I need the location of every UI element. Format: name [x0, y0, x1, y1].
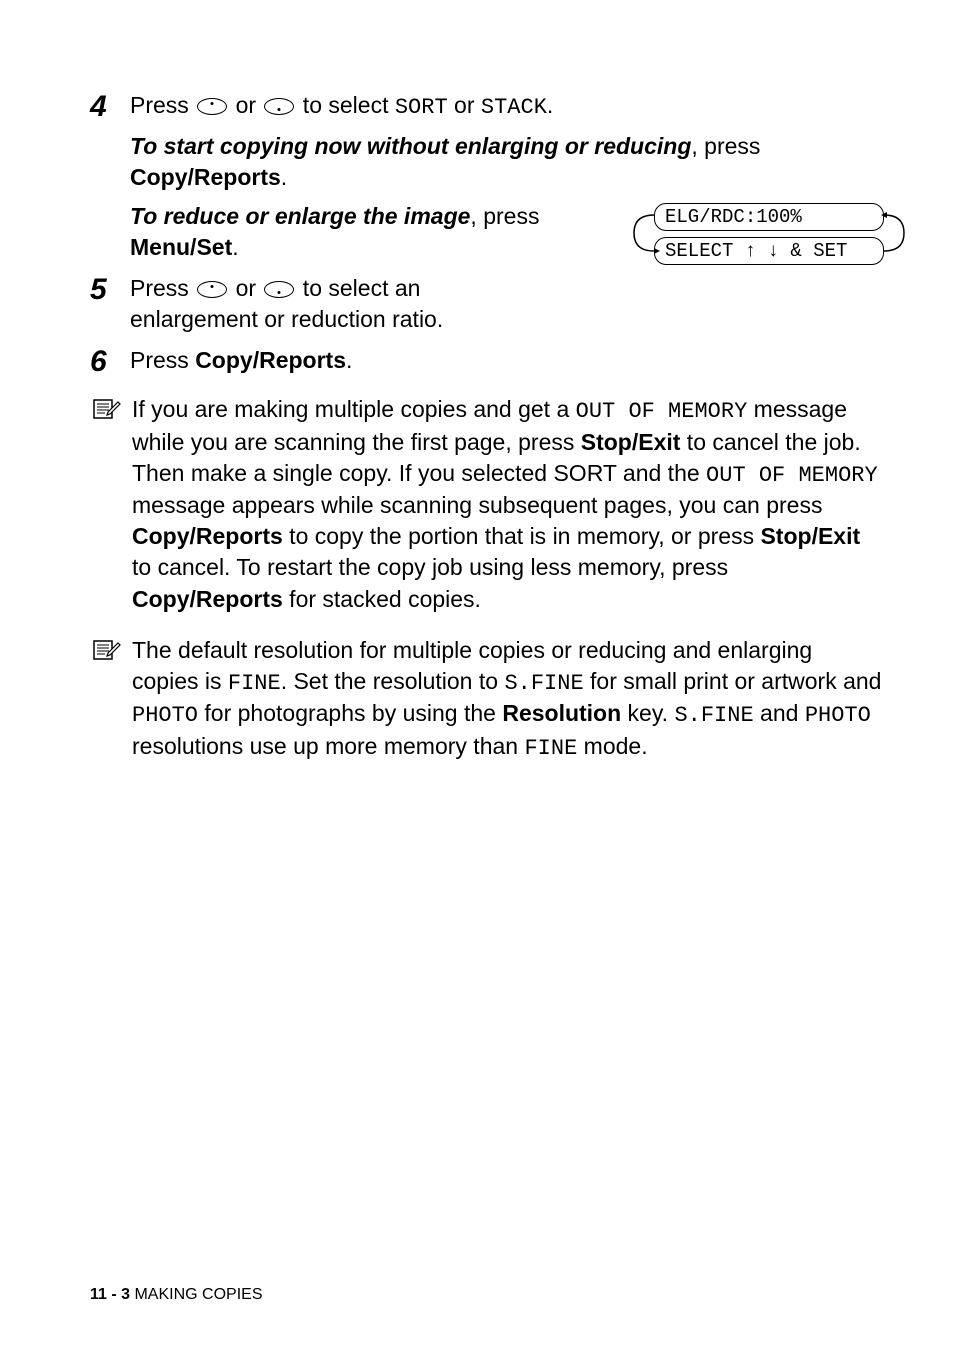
- lcd-line-1: ELG/RDC:100%: [654, 203, 884, 231]
- lcd-line-2: SELECT ↑ ↓ & SET: [654, 237, 884, 265]
- step-6-content: Press Copy/Reports.: [130, 345, 884, 378]
- step4-sub2-bold: Menu/Set: [130, 234, 232, 260]
- n1-t4: message appears while scanning subsequen…: [132, 492, 822, 518]
- step4-sub1-end: .: [281, 164, 287, 190]
- lcd-display: ELG/RDC:100% SELECT ↑ ↓ & SET: [654, 203, 884, 271]
- n1-t6: to cancel. To restart the copy job using…: [132, 554, 728, 580]
- n2-t8: mode.: [577, 733, 647, 759]
- step6-text-b: .: [346, 347, 352, 373]
- step4-text-a: Press: [130, 92, 195, 118]
- step6-bold: Copy/Reports: [195, 347, 346, 373]
- n1-t5: to copy the portion that is in memory, o…: [283, 523, 761, 549]
- step5-text-b: or: [229, 275, 262, 301]
- step4-sub2-end: .: [232, 234, 238, 260]
- n1-t1: If you are making multiple copies and ge…: [132, 396, 576, 422]
- step-5-number: 5: [90, 273, 112, 335]
- n2-m3: PHOTO: [132, 703, 198, 728]
- step4-sort: SORT: [395, 95, 448, 120]
- n2-m5: PHOTO: [805, 703, 871, 728]
- step-6: 6 Press Copy/Reports.: [90, 345, 884, 378]
- n1-b3: Stop/Exit: [760, 523, 860, 549]
- n1-t7: for stacked copies.: [283, 586, 481, 612]
- note-2-text: The default resolution for multiple copi…: [132, 635, 884, 764]
- down-oval-icon: [264, 98, 294, 115]
- note-2: The default resolution for multiple copi…: [90, 635, 884, 764]
- step5-text-a: Press: [130, 275, 195, 301]
- n2-t4: for photographs by using the: [198, 700, 502, 726]
- n2-m1: FINE: [228, 671, 281, 696]
- n2-t6: and: [754, 700, 805, 726]
- step4-text-d: or: [448, 92, 481, 118]
- up-oval-icon: [197, 98, 227, 115]
- footer-label: MAKING COPIES: [130, 1286, 262, 1303]
- step4-sub1: To start copying now without enlarging o…: [130, 131, 884, 193]
- step-5: 5 Press or to select an enlargement or r…: [90, 273, 884, 335]
- n2-t5: key.: [621, 700, 674, 726]
- step4-stack: STACK: [481, 95, 547, 120]
- step6-text-a: Press: [130, 347, 195, 373]
- step4-sub2-bi: To reduce or enlarge the image: [130, 203, 470, 229]
- step-5-content: Press or to select an enlargement or red…: [130, 273, 550, 335]
- n1-m2: OUT OF MEMORY: [706, 463, 878, 488]
- step4-sub2: To reduce or enlarge the image, press Me…: [130, 201, 550, 263]
- step4-sub1-bold: Copy/Reports: [130, 164, 281, 190]
- down-oval-icon: [264, 281, 294, 298]
- up-oval-icon: [197, 281, 227, 298]
- n1-b4: Copy/Reports: [132, 586, 283, 612]
- step4-sub1-rest: , press: [691, 133, 760, 159]
- note-1: If you are making multiple copies and ge…: [90, 394, 884, 615]
- step4-text-c: to select: [296, 92, 394, 118]
- n2-m2: S.FINE: [504, 671, 583, 696]
- footer-page-number: 11 - 3: [90, 1286, 130, 1303]
- page-footer: 11 - 3 MAKING COPIES: [90, 1286, 263, 1304]
- note-icon: [90, 635, 122, 667]
- n2-m6: FINE: [524, 736, 577, 761]
- step4-text-b: or: [229, 92, 262, 118]
- note-icon: [90, 394, 122, 426]
- n2-m4: S.FINE: [674, 703, 753, 728]
- note-1-text: If you are making multiple copies and ge…: [132, 394, 884, 615]
- step4-text-e: .: [547, 92, 553, 118]
- n1-b1: Stop/Exit: [581, 429, 681, 455]
- n2-t7: resolutions use up more memory than: [132, 733, 524, 759]
- step4-sub1-bi: To start copying now without enlarging o…: [130, 133, 691, 159]
- step-4-number: 4: [90, 90, 112, 263]
- n1-m1: OUT OF MEMORY: [576, 399, 748, 424]
- n2-t2: . Set the resolution to: [281, 668, 505, 694]
- step4-sub2-rest: , press: [470, 203, 539, 229]
- n2-b1: Resolution: [502, 700, 621, 726]
- step-6-number: 6: [90, 345, 112, 378]
- n2-t3: for small print or artwork and: [584, 668, 882, 694]
- n1-b2: Copy/Reports: [132, 523, 283, 549]
